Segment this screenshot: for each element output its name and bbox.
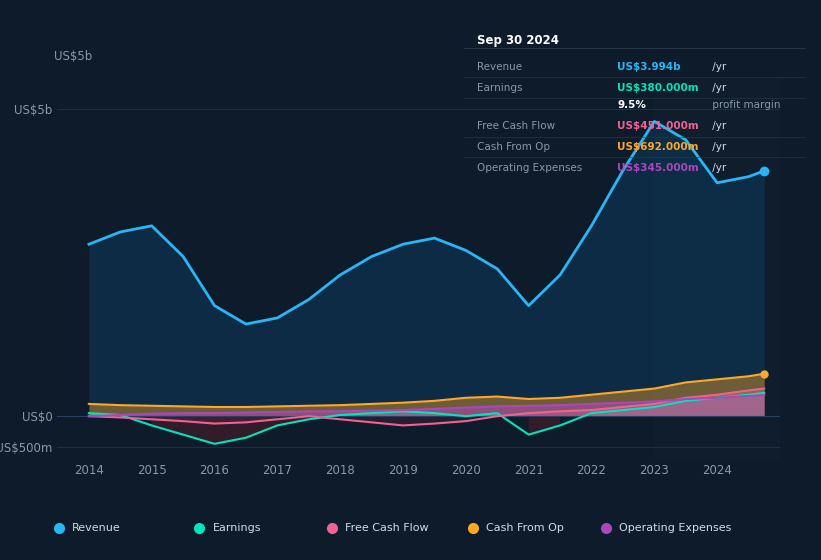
- Text: /yr: /yr: [709, 83, 727, 93]
- Text: US$5b: US$5b: [54, 50, 92, 63]
- Text: US$692.000m: US$692.000m: [617, 142, 699, 152]
- Text: US$345.000m: US$345.000m: [617, 162, 699, 172]
- Text: Cash From Op: Cash From Op: [478, 142, 551, 152]
- Text: Operating Expenses: Operating Expenses: [478, 162, 583, 172]
- Text: Free Cash Flow: Free Cash Flow: [346, 522, 429, 533]
- Text: /yr: /yr: [709, 162, 727, 172]
- Text: profit margin: profit margin: [709, 100, 781, 110]
- Text: 9.5%: 9.5%: [617, 100, 646, 110]
- Text: Revenue: Revenue: [478, 62, 523, 72]
- Text: US$3.994b: US$3.994b: [617, 62, 681, 72]
- Text: US$380.000m: US$380.000m: [617, 83, 699, 93]
- Text: US$451.000m: US$451.000m: [617, 121, 699, 131]
- Text: Revenue: Revenue: [72, 522, 121, 533]
- Text: Earnings: Earnings: [213, 522, 261, 533]
- Text: Earnings: Earnings: [478, 83, 523, 93]
- Text: Free Cash Flow: Free Cash Flow: [478, 121, 556, 131]
- Bar: [654, 78, 780, 459]
- Text: /yr: /yr: [709, 62, 727, 72]
- Text: /yr: /yr: [709, 142, 727, 152]
- Text: Cash From Op: Cash From Op: [486, 522, 564, 533]
- Text: Sep 30 2024: Sep 30 2024: [478, 34, 559, 46]
- Text: /yr: /yr: [709, 121, 727, 131]
- Text: Operating Expenses: Operating Expenses: [619, 522, 732, 533]
